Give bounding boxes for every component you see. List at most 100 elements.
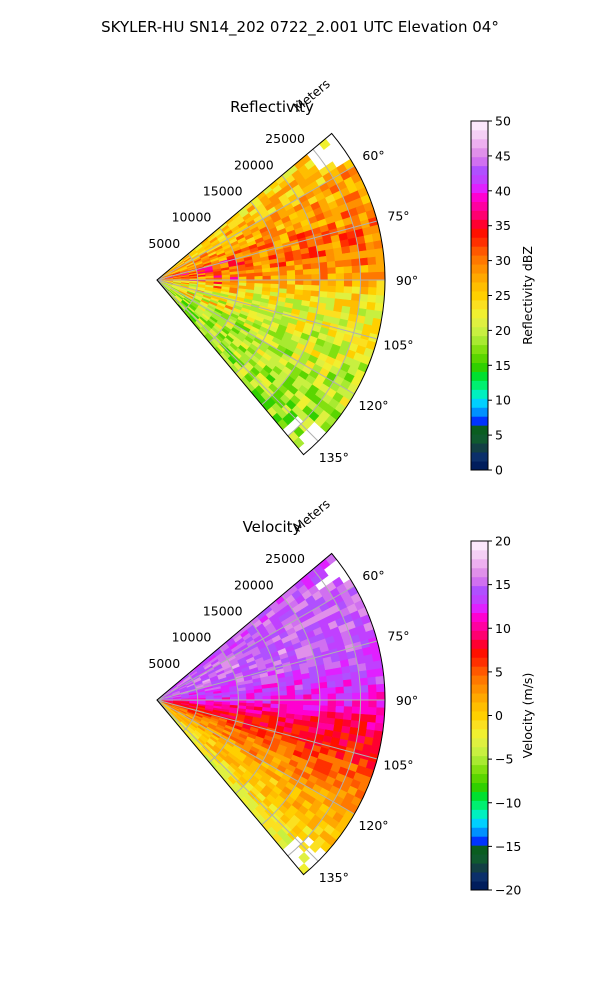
field-cell — [302, 683, 312, 691]
colorbar-tick-label: 35 — [495, 218, 511, 233]
azimuth-tick-label: 60° — [362, 568, 384, 583]
field-cell — [367, 287, 377, 296]
field-cell — [295, 699, 304, 706]
colorbar-segment — [471, 344, 488, 355]
colorbar-segment — [471, 165, 488, 176]
field-cell — [326, 680, 336, 689]
field-cell — [368, 692, 378, 701]
colorbar-segment — [471, 684, 488, 694]
field-cell — [286, 274, 296, 281]
colorbar-segment — [471, 192, 488, 202]
field-cell — [351, 678, 361, 687]
field-cell — [303, 274, 312, 281]
field-cell — [367, 684, 377, 693]
colorbar-segment — [471, 558, 488, 569]
field-cell — [286, 690, 296, 696]
field-cell — [278, 270, 288, 276]
colorbar-segment — [471, 666, 488, 676]
field-cell — [327, 273, 337, 281]
colorbar-tick-label: 15 — [495, 577, 511, 592]
field-cell — [326, 674, 336, 683]
field-cell — [342, 292, 353, 301]
colorbar-segment — [471, 335, 488, 346]
field-cell — [334, 673, 344, 682]
field-cell — [358, 670, 368, 679]
colorbar-segment — [471, 845, 488, 855]
field-cell — [352, 699, 361, 708]
range-tick-label: 25000 — [265, 131, 305, 146]
field-cell — [286, 694, 296, 701]
field-cell — [375, 715, 385, 725]
field-cell — [294, 269, 304, 276]
colorbar-tick-label: 50 — [495, 114, 511, 129]
colorbar-tick-label: 5 — [495, 664, 503, 679]
field-cell — [376, 683, 386, 693]
field-cell — [334, 260, 345, 268]
field-cell — [360, 699, 369, 708]
field-cell — [343, 286, 353, 294]
field-cell — [367, 714, 377, 724]
colorbar-tick-label: 20 — [495, 323, 511, 338]
field-cell — [334, 712, 345, 720]
field-cell — [286, 279, 296, 286]
field-cell — [335, 693, 345, 701]
colorbar-segment — [471, 147, 488, 158]
colorbar-tick-label: 30 — [495, 253, 511, 268]
azimuth-spoke — [156, 699, 355, 815]
field-cell — [367, 676, 377, 686]
field-cell — [246, 279, 255, 284]
field-cell — [303, 694, 312, 701]
field-cell — [319, 285, 329, 293]
azimuth-tick-label: 120° — [358, 818, 388, 833]
field-cell — [358, 301, 368, 310]
field-cell — [351, 685, 361, 694]
field-cell — [376, 707, 386, 717]
velocity-colorbar: −20 −15 −10 −5 0 5 10 15 20 Velocity (m/s) — [470, 534, 535, 898]
colorbar-segment — [471, 156, 488, 167]
field-cell — [318, 261, 328, 269]
range-ring — [261, 594, 321, 826]
field-cell — [270, 699, 280, 705]
field-cell — [311, 268, 321, 275]
field-cell — [318, 681, 328, 689]
colorbar-tick-label: −5 — [495, 752, 513, 767]
field-cell — [342, 679, 353, 688]
field-cell — [254, 692, 264, 697]
field-cell — [374, 722, 385, 733]
field-cell — [349, 244, 359, 254]
field-cell — [286, 265, 296, 272]
field-cell — [335, 285, 345, 294]
range-ring — [287, 148, 362, 437]
colorbar-tick-label: −20 — [495, 883, 521, 898]
field-cell — [246, 696, 255, 701]
field-cell — [254, 699, 264, 704]
field-cell — [311, 705, 321, 712]
azimuth-spoke — [156, 165, 355, 281]
field-cell — [327, 687, 337, 695]
field-cell — [351, 265, 361, 274]
field-cell — [254, 276, 264, 281]
colorbar-segment — [471, 138, 488, 149]
field-cell — [343, 272, 353, 281]
field-cell — [309, 677, 320, 685]
field-cell — [367, 264, 377, 273]
field-cell — [360, 279, 369, 288]
field-cell — [374, 667, 385, 678]
colorbar-tick-label: 45 — [495, 148, 511, 163]
field-cell — [310, 682, 320, 690]
field-cell — [311, 285, 321, 292]
range-axis-label: Meters — [290, 496, 332, 535]
colorbar-segment — [471, 434, 488, 444]
colorbar-segment — [471, 630, 488, 640]
colorbar-tick-label: −15 — [495, 839, 521, 854]
field-cell — [368, 279, 378, 288]
field-cell — [295, 274, 304, 281]
colorbar-segment — [471, 452, 488, 462]
colorbar-segment — [471, 425, 488, 435]
colorbar-segment — [471, 657, 488, 667]
field-cell — [343, 692, 353, 701]
field-cell — [262, 279, 272, 285]
colorbar-segment — [471, 255, 488, 265]
azimuth-tick-label: 75° — [387, 628, 409, 643]
field-cell — [360, 692, 369, 701]
